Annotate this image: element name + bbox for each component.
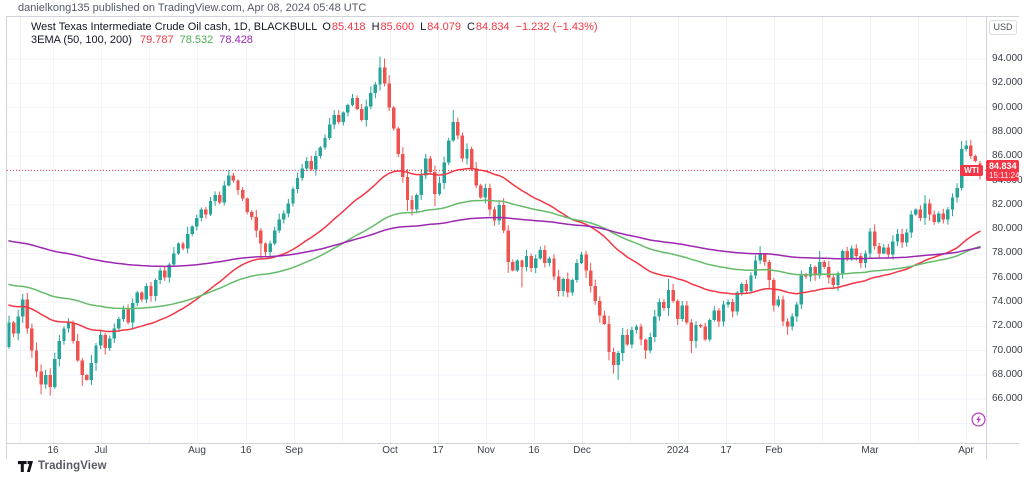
price-tick-label: 72.000 (992, 320, 1023, 332)
price-tick-label: 80.000 (992, 223, 1023, 235)
price-tick-label: 90.000 (992, 101, 1023, 113)
time-tick-label: Aug (188, 445, 206, 456)
price-tick-label: 66.000 (992, 393, 1023, 405)
tradingview-logo-icon (18, 460, 33, 472)
time-tick-label: 17 (432, 445, 444, 456)
price-tick-label: 74.000 (992, 296, 1023, 307)
symbol-legend-row[interactable]: West Texas Intermediate Crude Oil cash, … (31, 21, 599, 33)
symbol-title: West Texas Intermediate Crude Oil cash, … (31, 21, 318, 33)
ohlc-values: O85.418 H85.600 L84.079 C84.834 −1.232 (−1.4… (322, 21, 598, 33)
time-tick-label: Oct (382, 445, 398, 456)
bar-countdown: 15:11:24 (989, 171, 1020, 181)
price-tick-label: 82.000 (992, 198, 1023, 210)
time-tick-label: Sep (285, 445, 303, 456)
tradingview-logo-text: TradingView (38, 460, 107, 472)
time-tick-label: 16 (47, 445, 59, 456)
price-chart-canvas[interactable] (7, 17, 986, 443)
price-tick-label: 94.000 (992, 53, 1023, 64)
time-tick-label: Mar (861, 445, 879, 456)
time-tick-label: Feb (765, 445, 783, 456)
time-axis[interactable]: 16 Jul Aug 16 Sep Oct 17 Nov 16 Dec 2024 17 Feb Mar Ap… (7, 443, 986, 459)
indicator-legend-row[interactable]: 3EMA (50, 100, 200) 79.787 78.532 78.428 (31, 34, 599, 46)
last-price-value: 84.834 (989, 161, 1017, 172)
ema-value: 78.428 (219, 34, 253, 46)
price-tick-label: 76.000 (992, 271, 1023, 283)
price-axis[interactable]: USD 94.00092.00090.00088.00086.00084.000… (986, 17, 1023, 443)
chart-legend: West Texas Intermediate Crude Oil cash, … (31, 21, 599, 47)
price-tick-label: 92.000 (992, 77, 1023, 89)
time-tick-label: Dec (573, 445, 591, 456)
price-tick-label: 78.000 (992, 247, 1023, 259)
chart-frame: West Texas Intermediate Crude Oil cash, … (6, 16, 1023, 459)
published-header: danielkong135 published on TradingView.c… (18, 2, 367, 14)
axis-corner (986, 443, 1019, 459)
price-tick-label: 86.000 (992, 150, 1023, 162)
tradingview-logo[interactable]: TradingView (18, 460, 107, 472)
time-tick-label: 16 (240, 445, 252, 456)
time-tick-label: Apr (958, 445, 974, 456)
time-tick-label: Nov (477, 445, 495, 456)
change-value: −1.232 (−1.43%) (515, 21, 598, 33)
indicator-title: 3EMA (50, 100, 200) (31, 34, 132, 46)
ema-value: 78.532 (179, 34, 214, 46)
indicator-values: 79.787 78.532 78.428 (135, 34, 254, 46)
price-tick-label: 68.000 (992, 368, 1023, 380)
time-tick-label: 17 (720, 445, 732, 456)
price-tick-label: 88.000 (992, 125, 1023, 137)
ema-value: 79.787 (139, 34, 174, 46)
last-price-tag: 84.834 15:11:24 (986, 160, 1020, 182)
time-tick-label: 16 (528, 445, 540, 456)
currency-button[interactable]: USD (989, 20, 1017, 35)
price-line-symbol-label: WTI (960, 164, 983, 176)
boost-flash-icon[interactable] (971, 412, 986, 427)
time-tick-label: Jul (94, 445, 108, 456)
price-tick-label: 70.000 (992, 344, 1023, 356)
time-tick-label: 2024 (666, 445, 690, 456)
